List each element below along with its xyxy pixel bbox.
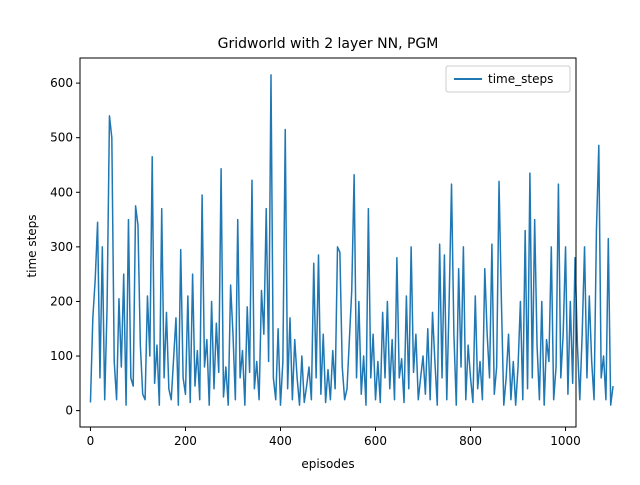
plot-area-frame bbox=[79, 57, 577, 428]
x-tick-label: 400 bbox=[269, 434, 292, 448]
chart-title: Gridworld with 2 layer NN, PGM bbox=[218, 36, 439, 52]
y-tick-label: 200 bbox=[50, 294, 73, 308]
y-tick-label: 0 bbox=[65, 404, 73, 418]
y-tick-label: 300 bbox=[50, 240, 73, 254]
legend: time_steps bbox=[445, 65, 571, 93]
y-tick-label: 600 bbox=[50, 76, 73, 90]
x-tick-label: 0 bbox=[87, 434, 95, 448]
x-tick-label: 1000 bbox=[550, 434, 581, 448]
y-axis-label: time steps bbox=[25, 214, 39, 277]
x-tick-label: 200 bbox=[174, 434, 197, 448]
legend-label-time-steps: time_steps bbox=[488, 72, 553, 86]
y-tick-label: 500 bbox=[50, 131, 73, 145]
series-line-time-steps bbox=[89, 74, 614, 406]
x-axis-ticks: 0 200 400 600 800 1000 bbox=[87, 427, 581, 448]
y-axis-ticks: 0 100 200 300 400 500 600 bbox=[50, 76, 80, 418]
x-axis-label: episodes bbox=[301, 457, 354, 471]
legend-box bbox=[445, 65, 571, 93]
x-tick-label: 800 bbox=[459, 434, 482, 448]
x-tick-label: 600 bbox=[364, 434, 387, 448]
y-tick-label: 100 bbox=[50, 349, 73, 363]
y-tick-label: 400 bbox=[50, 185, 73, 199]
